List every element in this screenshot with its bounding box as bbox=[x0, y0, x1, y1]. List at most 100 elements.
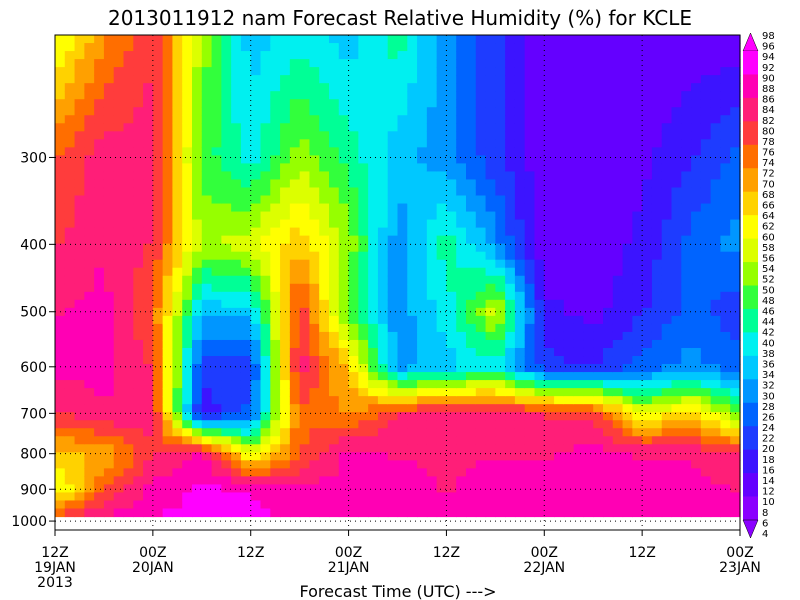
heatmap-cell bbox=[338, 147, 350, 156]
heatmap-cell bbox=[593, 452, 604, 461]
heatmap-cell bbox=[603, 275, 614, 285]
heatmap-cell bbox=[485, 444, 496, 453]
heatmap-cell bbox=[172, 315, 183, 325]
heatmap-cell bbox=[240, 251, 252, 261]
heatmap-cell bbox=[603, 428, 614, 437]
heatmap-cell bbox=[309, 115, 320, 124]
heatmap-cell bbox=[280, 67, 291, 76]
heatmap-cell bbox=[603, 323, 614, 333]
heatmap-cell bbox=[524, 211, 536, 221]
heatmap-cell bbox=[377, 299, 389, 309]
heatmap-cell bbox=[368, 75, 379, 84]
heatmap-cell bbox=[319, 347, 330, 357]
heatmap-cell bbox=[426, 131, 438, 140]
heatmap-cell bbox=[84, 412, 95, 421]
heatmap-cell bbox=[642, 147, 653, 156]
heatmap-cell bbox=[348, 396, 359, 405]
heatmap-cell bbox=[710, 227, 722, 237]
heatmap-cell bbox=[55, 412, 66, 421]
heatmap-cell bbox=[368, 171, 379, 181]
heatmap-cell bbox=[299, 500, 311, 510]
heatmap-cell bbox=[544, 372, 555, 381]
heatmap-cell bbox=[162, 91, 174, 100]
heatmap-cell bbox=[250, 171, 262, 181]
heatmap-cell bbox=[113, 299, 125, 309]
heatmap-cell bbox=[309, 436, 320, 445]
heatmap-cell bbox=[299, 291, 311, 301]
heatmap-cell bbox=[338, 476, 350, 486]
heatmap-cell bbox=[426, 203, 438, 213]
heatmap-cell bbox=[456, 347, 467, 357]
heatmap-cell bbox=[446, 187, 457, 197]
heatmap-cell bbox=[240, 131, 252, 140]
heatmap-cell bbox=[143, 476, 154, 486]
heatmap-cell bbox=[417, 43, 428, 52]
heatmap-cell bbox=[593, 107, 604, 116]
heatmap-cell bbox=[299, 364, 311, 373]
heatmap-cell bbox=[162, 131, 174, 140]
heatmap-cell bbox=[377, 83, 389, 92]
heatmap-cell bbox=[495, 203, 506, 213]
heatmap-cell bbox=[64, 115, 76, 124]
heatmap-cell bbox=[162, 476, 174, 486]
heatmap-cell bbox=[466, 91, 477, 100]
heatmap-cell bbox=[691, 251, 702, 261]
heatmap-cell bbox=[534, 420, 545, 429]
heatmap-cell bbox=[720, 412, 731, 421]
heatmap-cell bbox=[710, 428, 722, 437]
heatmap-cell bbox=[270, 131, 281, 140]
heatmap-cell bbox=[231, 347, 242, 357]
heatmap-cell bbox=[143, 187, 154, 197]
heatmap-cell bbox=[397, 147, 408, 156]
heatmap-cell bbox=[201, 347, 213, 357]
heatmap-cell bbox=[573, 347, 585, 357]
heatmap-cell bbox=[338, 291, 350, 301]
heatmap-cell bbox=[299, 396, 311, 405]
heatmap-cell bbox=[192, 163, 203, 173]
heatmap-cell bbox=[358, 235, 369, 245]
heatmap-cell bbox=[270, 283, 281, 293]
heatmap-cell bbox=[544, 115, 555, 124]
heatmap-cell bbox=[201, 468, 213, 477]
heatmap-cell bbox=[612, 388, 624, 397]
heatmap-cell bbox=[84, 396, 95, 405]
heatmap-cell bbox=[143, 267, 154, 277]
heatmap-cell bbox=[368, 396, 379, 405]
heatmap-cell bbox=[593, 364, 604, 373]
heatmap-cell bbox=[554, 331, 565, 341]
heatmap-cell bbox=[260, 291, 271, 301]
heatmap-cell bbox=[338, 299, 350, 309]
heatmap-cell bbox=[172, 307, 183, 317]
heatmap-cell bbox=[730, 131, 741, 140]
heatmap-cell bbox=[368, 179, 379, 189]
heatmap-cell bbox=[514, 51, 526, 60]
heatmap-cell bbox=[730, 315, 741, 325]
heatmap-cell bbox=[240, 500, 252, 510]
heatmap-cell bbox=[671, 428, 682, 437]
heatmap-cell bbox=[407, 195, 418, 205]
heatmap-cell bbox=[583, 339, 594, 349]
heatmap-cell bbox=[55, 323, 66, 333]
heatmap-cell bbox=[661, 51, 673, 60]
heatmap-cell bbox=[74, 404, 85, 413]
heatmap-cell bbox=[358, 275, 369, 285]
heatmap-cell bbox=[710, 347, 722, 357]
heatmap-cell bbox=[172, 476, 183, 486]
heatmap-cell bbox=[593, 356, 604, 365]
heatmap-cell bbox=[84, 484, 95, 494]
heatmap-cell bbox=[231, 107, 242, 116]
heatmap-cell bbox=[192, 115, 203, 124]
heatmap-cell bbox=[563, 291, 575, 301]
heatmap-cell bbox=[289, 420, 301, 429]
heatmap-cell bbox=[250, 291, 262, 301]
heatmap-cell bbox=[710, 484, 722, 494]
heatmap-cell bbox=[397, 91, 408, 100]
heatmap-cell bbox=[573, 51, 585, 60]
heatmap-cell bbox=[505, 347, 516, 357]
heatmap-cell bbox=[426, 500, 438, 510]
heatmap-cell bbox=[368, 436, 379, 445]
heatmap-cell bbox=[524, 412, 536, 421]
heatmap-cell bbox=[642, 323, 653, 333]
heatmap-cell bbox=[172, 404, 183, 413]
heatmap-cell bbox=[329, 139, 340, 148]
